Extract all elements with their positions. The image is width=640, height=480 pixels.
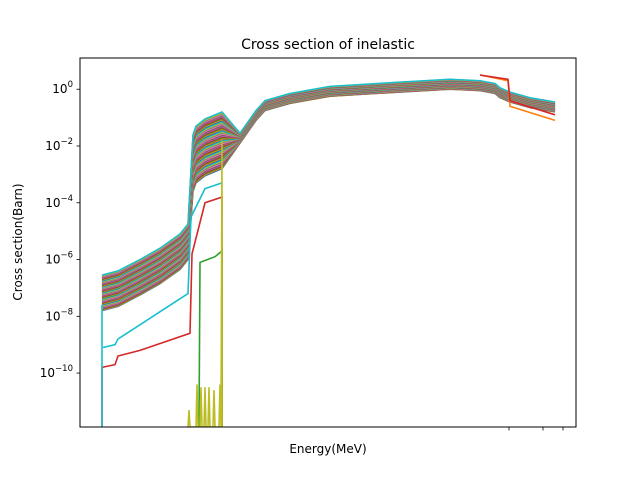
y-axis-label: Cross section(Barn): [11, 183, 25, 300]
series-line: [479, 74, 556, 116]
series-line: [101, 78, 556, 276]
y-tick-label: 10−2: [45, 137, 73, 153]
y-axis: 100 10−2 10−4 10−6 10−8 10−10: [40, 80, 80, 380]
chart-title: Cross section of inelastic: [241, 37, 415, 53]
y-tick-label: 10−8: [45, 307, 73, 323]
series-line: [187, 140, 223, 427]
x-axis-label: Energy(MeV): [289, 442, 366, 456]
y-tick-label: 100: [52, 80, 73, 96]
y-tick-label: 10−10: [40, 364, 73, 380]
y-tick-label: 10−4: [45, 194, 73, 210]
plot-frame: [79, 57, 577, 428]
x-axis: [508, 427, 564, 431]
y-tick-label: 10−6: [45, 251, 73, 267]
series-line: [102, 182, 223, 349]
series-line: [101, 195, 223, 427]
series-layer: [101, 74, 556, 427]
